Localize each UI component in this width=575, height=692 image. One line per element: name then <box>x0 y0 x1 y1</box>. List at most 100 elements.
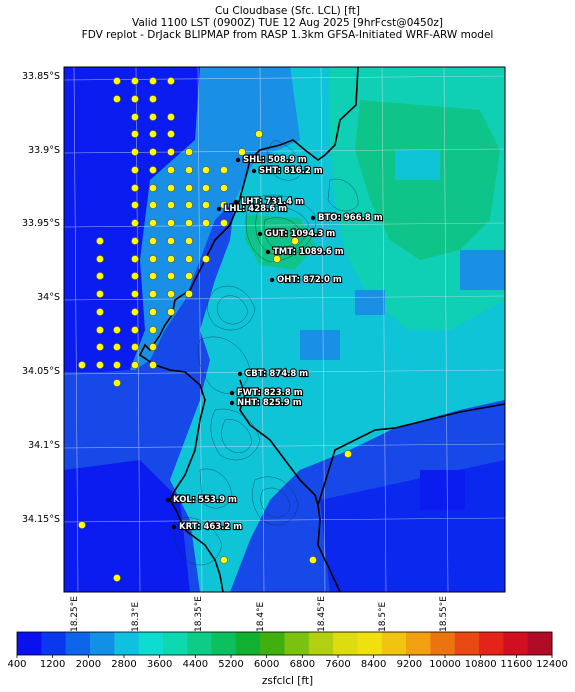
sounding-marker <box>149 361 157 369</box>
sounding-marker <box>202 255 210 263</box>
sounding-marker <box>96 326 104 334</box>
sounding-marker <box>131 326 139 334</box>
sounding-marker <box>149 77 157 85</box>
station-label: LHT: 731.4 m <box>241 197 304 207</box>
colorbar-tick-label: 400 <box>7 659 27 670</box>
station-label: BTO: 966.8 m <box>318 213 383 223</box>
sounding-marker <box>149 237 157 245</box>
sounding-marker <box>202 219 210 227</box>
sounding-marker <box>149 184 157 192</box>
colorbar-swatch <box>65 632 91 655</box>
colorbar-title: zsfclcl [ft] <box>261 675 314 687</box>
sounding-marker <box>149 113 157 121</box>
sounding-marker <box>167 184 175 192</box>
station-label: SHT: 816.2 m <box>259 166 323 176</box>
sounding-marker <box>220 219 228 227</box>
lat-label-33-85: 33.85°S <box>22 71 60 82</box>
sounding-marker <box>149 95 157 103</box>
colorbar-swatch <box>406 632 431 655</box>
station-dot <box>265 249 271 255</box>
lat-label-33-95: 33.95°S <box>22 218 60 229</box>
sounding-marker <box>131 130 139 138</box>
station-label: CBT: 874.8 m <box>245 369 308 379</box>
colorbar-tick-label: 11600 <box>500 659 533 670</box>
sounding-marker <box>149 343 157 351</box>
sounding-marker <box>220 166 228 174</box>
station-dot <box>216 206 222 212</box>
sounding-marker <box>131 255 139 263</box>
coastline <box>138 66 506 593</box>
colorbar <box>16 631 553 658</box>
station-dot <box>171 524 177 530</box>
lat-label-34-05: 34.05°S <box>22 366 60 377</box>
sounding-marker <box>96 361 104 369</box>
lat-label-34: 34°S <box>37 292 60 303</box>
sounding-marker <box>167 166 175 174</box>
sounding-marker <box>113 361 121 369</box>
station-label: KOL: 553.9 m <box>173 495 237 505</box>
colorbar-swatch <box>357 632 383 655</box>
colorbar-swatch <box>479 632 504 655</box>
station-label: SHL: 508.9 m <box>243 155 307 165</box>
sounding-marker <box>113 343 121 351</box>
map-raster <box>64 67 505 592</box>
sounding-marker <box>149 290 157 298</box>
sounding-marker <box>167 272 175 280</box>
colorbar-swatch <box>284 632 310 655</box>
sounding-marker <box>96 290 104 298</box>
sounding-marker <box>167 219 175 227</box>
colorbar-swatch <box>260 632 285 655</box>
sounding-marker <box>96 255 104 263</box>
colorbar-swatch <box>503 632 529 655</box>
sounding-marker <box>131 219 139 227</box>
sounding-marker <box>131 77 139 85</box>
sounding-marker <box>96 343 104 351</box>
map-frame <box>63 66 506 593</box>
station-dot <box>257 231 263 237</box>
sounding-marker <box>149 148 157 156</box>
sounding-marker <box>185 201 193 209</box>
sounding-marker <box>309 556 317 564</box>
station-dot <box>251 168 257 174</box>
sounding-marker <box>131 308 139 316</box>
sounding-marker <box>220 201 228 209</box>
sounding-marker <box>78 521 86 529</box>
sounding-marker <box>185 272 193 280</box>
sounding-marker <box>131 166 139 174</box>
sounding-marker <box>220 184 228 192</box>
lon-label-18-3: 18.3°E <box>131 601 141 632</box>
station-dot <box>269 277 275 283</box>
sounding-marker <box>149 308 157 316</box>
sounding-marker <box>131 272 139 280</box>
station-label: LHL: 428.6 m <box>224 204 287 214</box>
sounding-marker <box>149 166 157 174</box>
lat-label-33-9: 33.9°S <box>28 145 60 156</box>
map-source: FDV replot - DrJack BLIPMAP from RASP 1.… <box>81 29 494 41</box>
sounding-marker <box>220 556 228 564</box>
sounding-marker <box>273 255 281 263</box>
sounding-marker <box>149 130 157 138</box>
sounding-marker <box>131 237 139 245</box>
sounding-marker <box>185 219 193 227</box>
lon-label-18-45: 18.45°E <box>317 596 327 632</box>
lat-label-34-1: 34.1°S <box>28 440 60 451</box>
colorbar-swatch <box>17 632 42 655</box>
station-label: TMT: 1089.6 m <box>273 247 344 257</box>
sounding-marker <box>167 77 175 85</box>
sounding-marker <box>131 184 139 192</box>
table-mountain-green <box>245 215 315 270</box>
colorbar-swatch <box>89 632 115 655</box>
sounding-marker <box>185 255 193 263</box>
sounding-marker <box>255 130 263 138</box>
colorbar-tick-label: 3600 <box>146 659 173 670</box>
sounding-marker <box>131 290 139 298</box>
colorbar-swatch <box>308 632 334 655</box>
station-dot <box>233 199 239 205</box>
colorbar-tick-label: 10000 <box>429 659 461 670</box>
colorbar-swatch <box>211 632 237 655</box>
station-label: FWT: 823.8 m <box>237 388 303 398</box>
sounding-marker <box>149 219 157 227</box>
colorbar-tick-label: 6800 <box>289 659 316 670</box>
